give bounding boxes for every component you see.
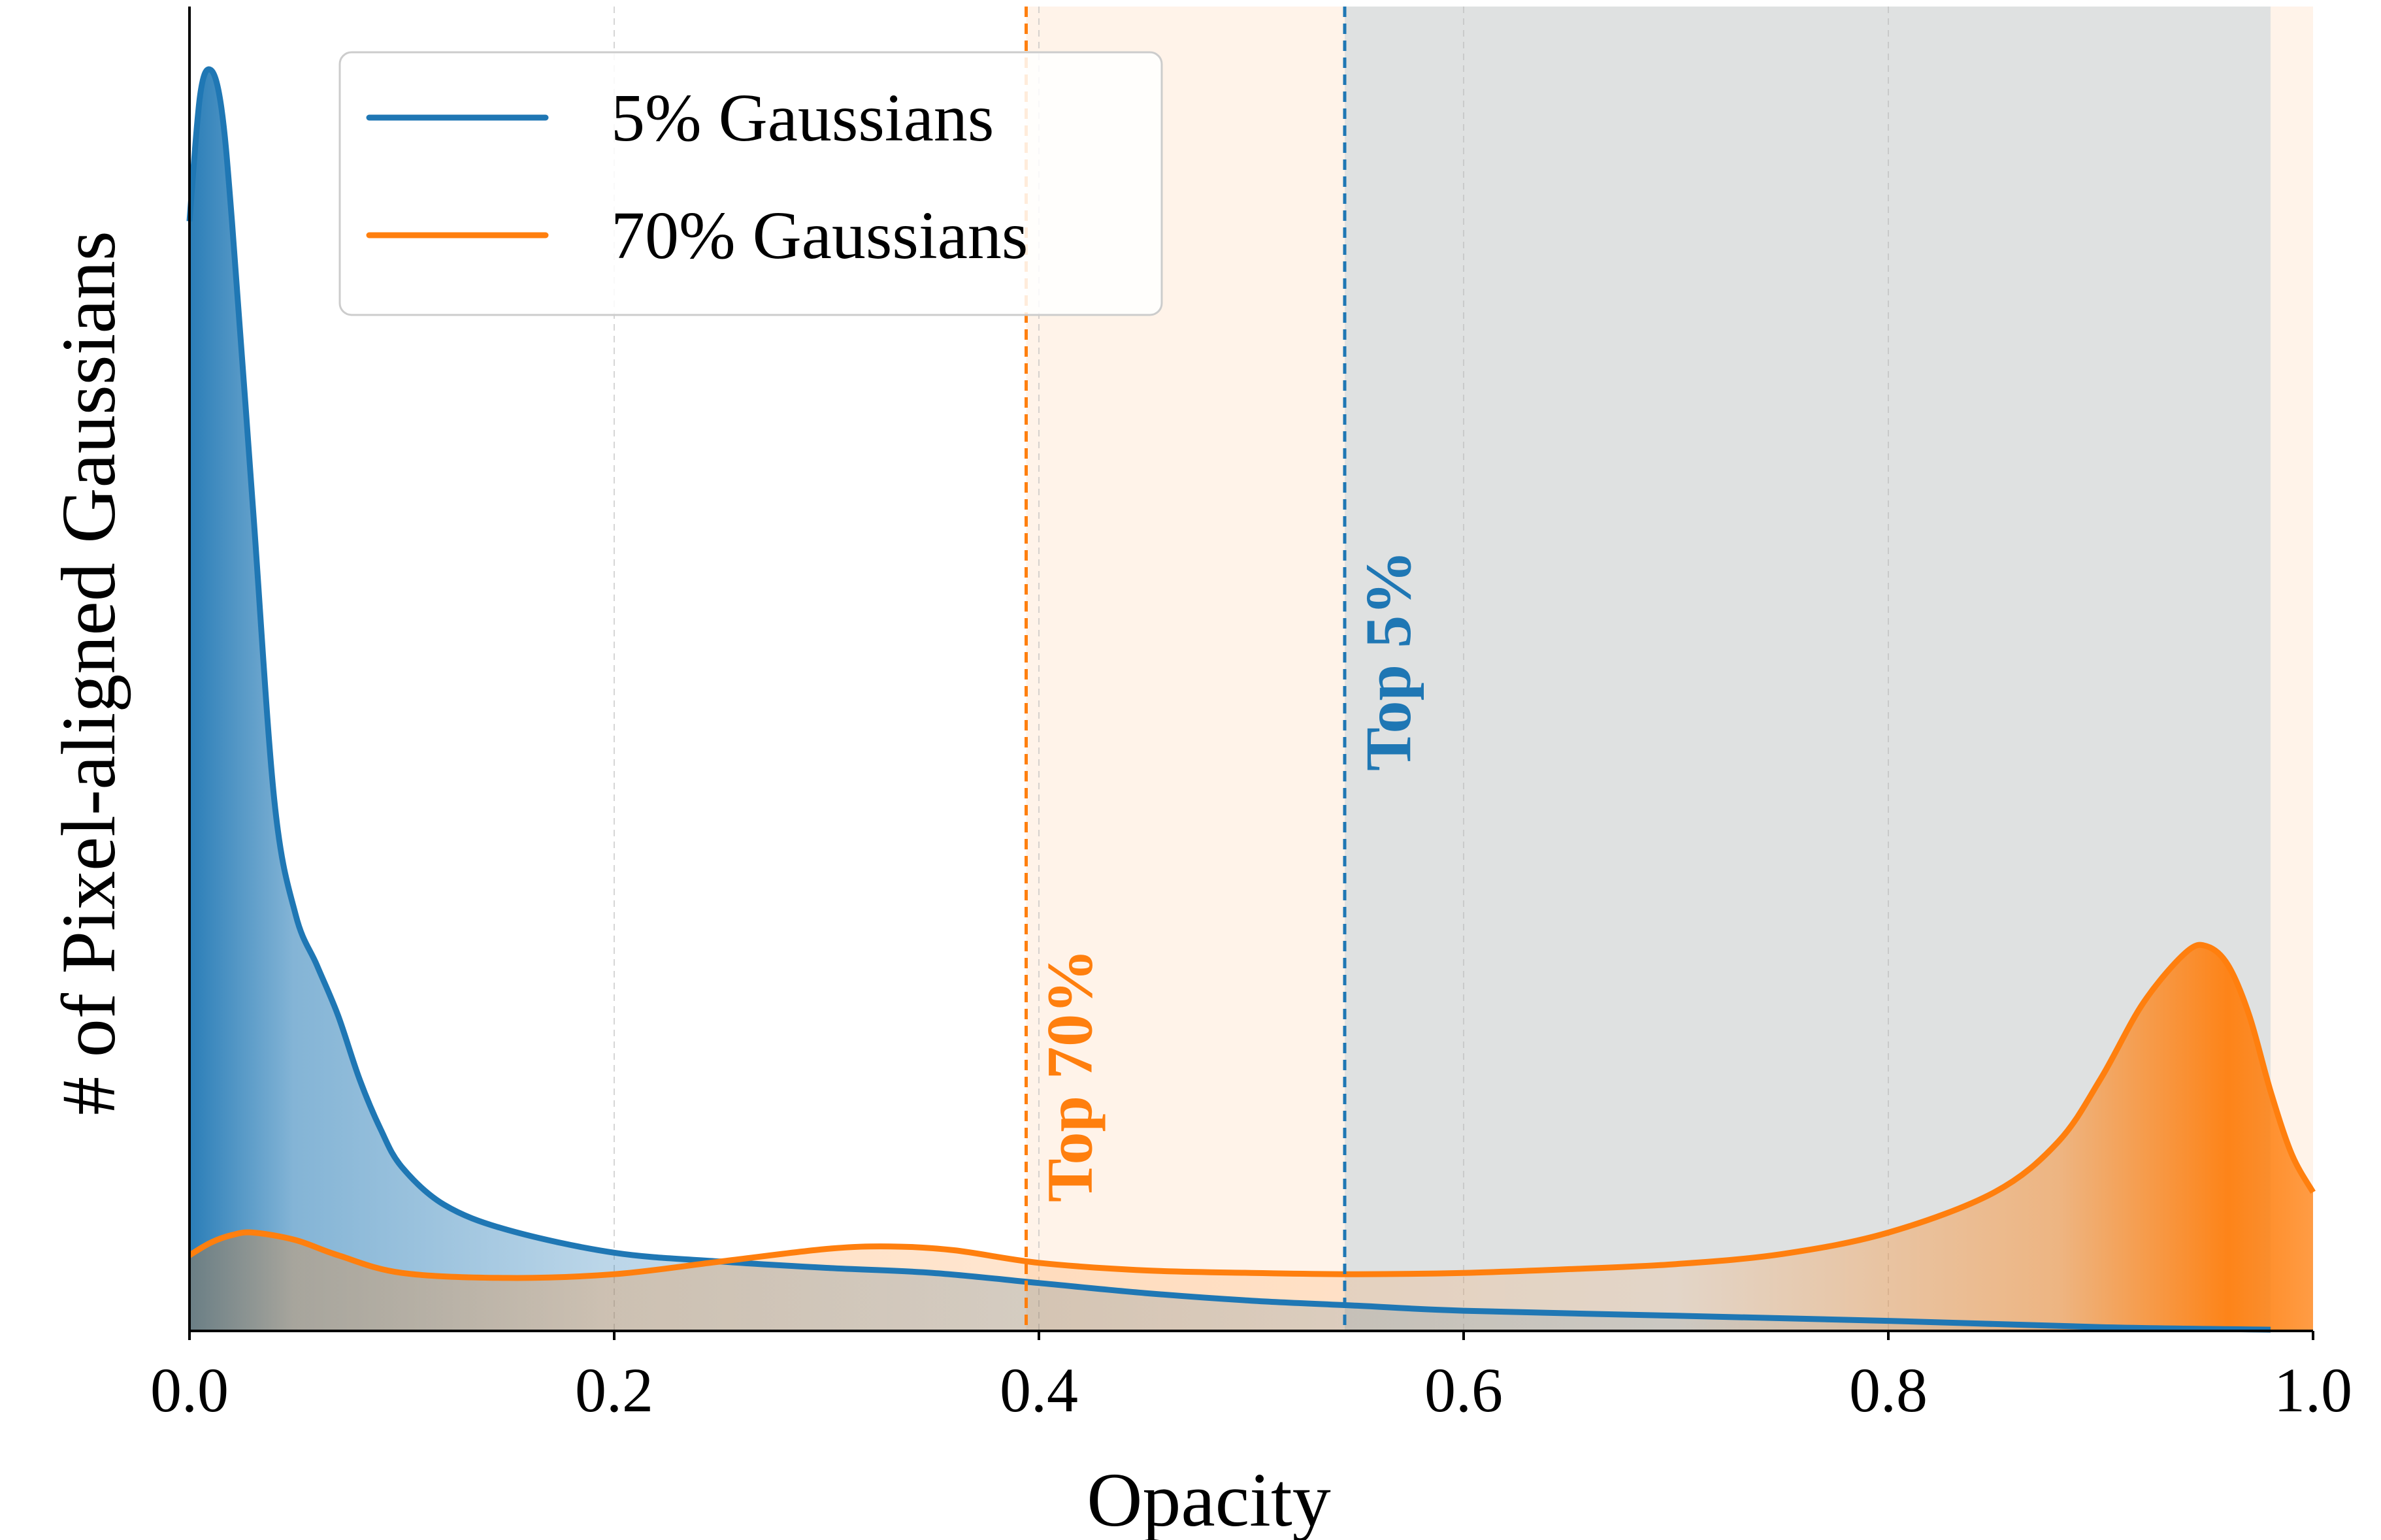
x-tick-label-4: 0.8 (1849, 1355, 1928, 1425)
density-areas (189, 69, 2313, 1331)
x-tick-label-2: 0.4 (1000, 1355, 1078, 1425)
shaded-regions (1026, 7, 2313, 1331)
threshold-label-top-5-: Top 5% (1352, 550, 1424, 771)
grid-lines (614, 7, 1889, 1331)
x-tick-label-0: 0.0 (150, 1355, 229, 1425)
line-5-gaussians (186, 66, 2271, 1333)
x-tick-label-5: 1.0 (2274, 1355, 2352, 1425)
x-tick-label-1: 0.2 (575, 1355, 653, 1425)
area-70-gaussians (189, 945, 2313, 1331)
area-5-gaussians (189, 69, 2271, 1331)
legend-label-5-percent: 5% Gaussians (611, 80, 994, 156)
x-axis-title: Opacity (1087, 1457, 1331, 1540)
line-70-gaussians (188, 942, 2316, 1281)
threshold-label-top-70-: Top 70% (1034, 949, 1106, 1202)
density-lines (186, 66, 2316, 1333)
legend: 5% Gaussians 70% Gaussians (338, 51, 1163, 316)
threshold-labels: Top 70% Top 5% (1034, 550, 1425, 1202)
y-axis-title: # of Pixel-aligned Gaussians (46, 231, 131, 1115)
x-axis-ticks: 0.0 0.2 0.4 0.6 0.8 1.0 (150, 1331, 2352, 1425)
x-tick-label-3: 0.6 (1424, 1355, 1503, 1425)
legend-label-70-percent: 70% Gaussians (611, 198, 1028, 273)
